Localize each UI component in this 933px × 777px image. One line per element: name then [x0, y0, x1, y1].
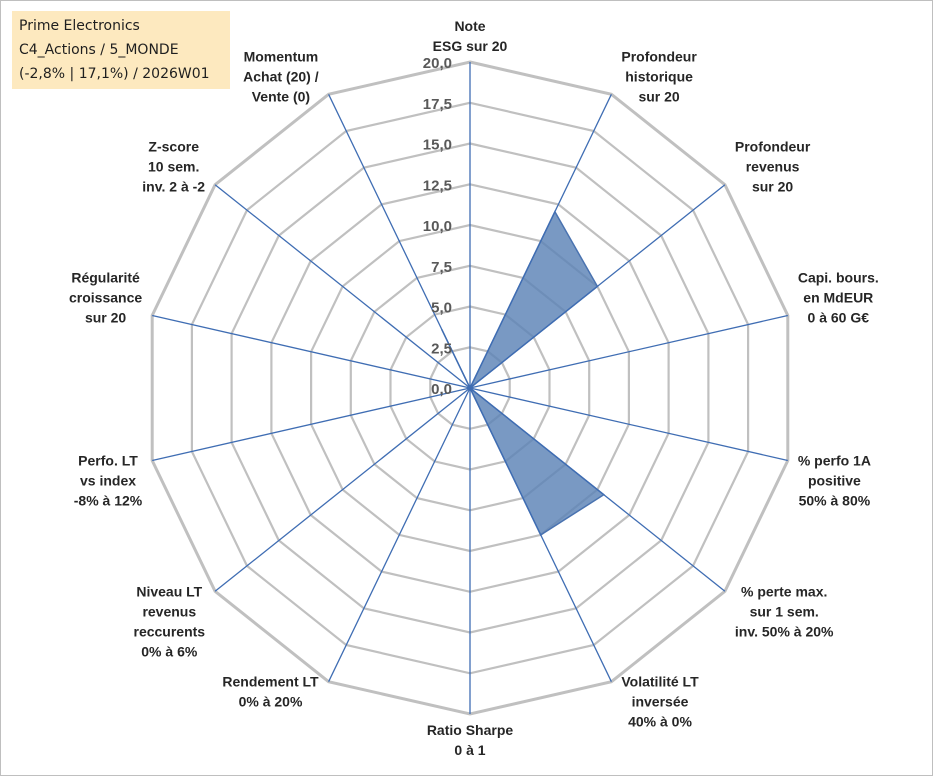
axis-label: Régularité	[71, 270, 140, 286]
axis-spoke	[329, 388, 470, 682]
axis-label: Rendement LT	[222, 674, 319, 690]
axis-label: ESG sur 20	[433, 38, 508, 54]
tick-label: 7,5	[431, 259, 452, 276]
axis-label: vs index	[80, 473, 136, 489]
axis-label: Note	[454, 18, 485, 34]
axis-label: croissance	[69, 290, 142, 306]
axis-label: % perte max.	[741, 583, 827, 599]
tick-label: 2,5	[431, 340, 452, 357]
axis-label: 50% à 80%	[799, 493, 871, 509]
axis-label: positive	[808, 473, 861, 489]
axis-label: Ratio Sharpe	[427, 722, 514, 738]
axis-label: sur 20	[638, 88, 679, 104]
axis-label: sur 20	[752, 179, 793, 195]
axis-label: inv. 50% à 20%	[735, 623, 834, 639]
axis-label: reccurents	[134, 623, 206, 639]
axis-label: Profondeur	[621, 48, 697, 64]
tick-label: 12,5	[423, 177, 452, 194]
tick-label: 17,5	[423, 96, 452, 113]
axis-label: Momentum	[244, 48, 319, 64]
axis-label: Vente (0)	[252, 88, 310, 104]
axis-label: 0% à 6%	[141, 643, 198, 659]
data-series-area	[442, 212, 604, 535]
axis-label: % perfo 1A	[798, 453, 871, 469]
axis-label: inversée	[632, 694, 689, 710]
axis-label: revenus	[142, 603, 196, 619]
axis-label: Perfo. LT	[78, 453, 138, 469]
axis-label: historique	[625, 68, 693, 84]
axis-label: revenus	[746, 159, 800, 175]
axis-label: 0 à 60 G€	[808, 310, 870, 326]
axis-label: Niveau LT	[136, 583, 202, 599]
tick-label: 10,0	[423, 218, 452, 235]
axis-label: Achat (20) /	[243, 68, 319, 84]
axis-label: sur 20	[85, 310, 126, 326]
axis-label: en MdEUR	[803, 290, 873, 306]
tick-label: 20,0	[423, 55, 452, 72]
axis-label: sur 1 sem.	[750, 603, 819, 619]
axis-label: Capi. bours.	[798, 270, 879, 286]
tick-label: 15,0	[423, 137, 452, 154]
tick-label: 0,0	[431, 381, 452, 398]
axis-label: inv. 2 à -2	[142, 179, 205, 195]
axis-label: -8% à 12%	[74, 493, 143, 509]
tick-label: 5,0	[431, 300, 452, 317]
axis-spoke	[470, 94, 611, 388]
axis-label: Z-score	[148, 139, 199, 155]
axis-label: 0% à 20%	[239, 694, 303, 710]
axis-label: 10 sem.	[148, 159, 199, 175]
axis-label: 40% à 0%	[628, 714, 692, 730]
axis-label: Profondeur	[735, 139, 811, 155]
axis-label: 0 à 1	[454, 742, 485, 758]
axis-label: Volatilité LT	[621, 674, 699, 690]
